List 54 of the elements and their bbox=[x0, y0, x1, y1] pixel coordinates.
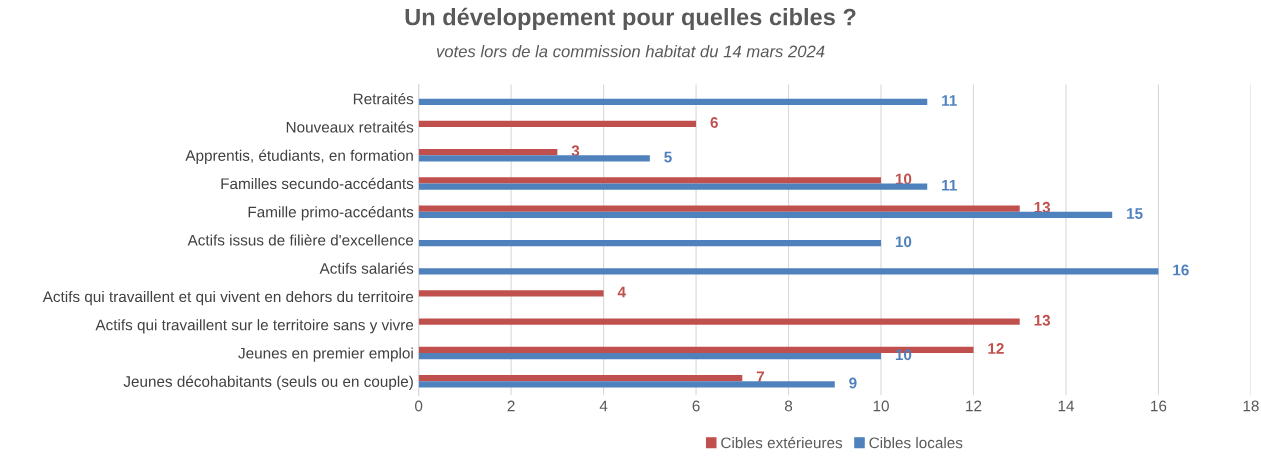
y-tick-label: Actifs qui travaillent sur le territoire sans y vivre bbox=[95, 319, 414, 334]
x-tick-label: 10 bbox=[873, 400, 889, 412]
bar bbox=[418, 239, 882, 247]
x-tick-label: 2 bbox=[507, 400, 515, 412]
y-tick-label: Apprentis, étudiants, en formation bbox=[185, 149, 413, 164]
bar bbox=[418, 98, 928, 105]
data-label: 4 bbox=[617, 286, 626, 298]
x-tick-label: 0 bbox=[415, 400, 423, 412]
x-tick-label: 18 bbox=[1243, 400, 1259, 412]
data-label: 6 bbox=[710, 117, 718, 128]
x-tick-label: 14 bbox=[1058, 400, 1075, 412]
bar bbox=[418, 318, 1020, 325]
x-tick-label: 6 bbox=[692, 400, 700, 412]
x-tick-label: 12 bbox=[966, 400, 982, 412]
bar bbox=[418, 374, 743, 382]
y-tick-label: Retraités bbox=[353, 92, 414, 105]
data-label: 13 bbox=[1034, 314, 1051, 326]
bar bbox=[418, 148, 558, 156]
data-label: 9 bbox=[849, 377, 857, 389]
y-tick-label: Familles secundo-accédants bbox=[221, 177, 414, 190]
bar bbox=[418, 120, 697, 127]
chart-subtitle: votes lors de la commission habitat du 14 mars 2024 bbox=[436, 45, 825, 58]
data-label: 11 bbox=[942, 179, 957, 191]
chart-title: Un développement pour quelles cibles ? bbox=[405, 7, 856, 31]
x-tick-label: 8 bbox=[784, 400, 793, 412]
bar bbox=[418, 205, 1020, 212]
x-tick-label: 16 bbox=[1151, 400, 1167, 412]
y-tick-label: Jeunes décohabitants (seuls ou en couple) bbox=[123, 375, 413, 390]
data-label: 3 bbox=[571, 145, 580, 157]
y-tick-label: Actifs issus de filière d'excellence bbox=[187, 234, 414, 246]
y-tick-label: Jeunes en premier emploi bbox=[238, 347, 413, 362]
data-label: 7 bbox=[756, 371, 765, 383]
bar bbox=[418, 268, 1159, 275]
data-label: 12 bbox=[988, 343, 1004, 354]
bar bbox=[418, 177, 882, 184]
legend-label: Cibles extérieures bbox=[721, 436, 843, 449]
bar bbox=[418, 155, 650, 162]
legend-label: Cibles locales bbox=[869, 437, 963, 449]
y-tick-label: Actifs salariés bbox=[319, 262, 414, 274]
data-label: 16 bbox=[1173, 264, 1189, 276]
x-tick-label: 4 bbox=[599, 400, 608, 412]
bar bbox=[418, 381, 835, 388]
data-label: 10 bbox=[895, 173, 912, 185]
data-label: 15 bbox=[1127, 208, 1143, 219]
y-tick-label: Actifs qui travaillent et qui vivent en dehors du territoire bbox=[42, 290, 414, 306]
y-tick-label: Famille primo-accédants bbox=[248, 206, 414, 221]
y-tick-label: Nouveaux retraités bbox=[286, 121, 414, 133]
data-label: 5 bbox=[664, 151, 672, 163]
bar bbox=[418, 183, 928, 190]
data-label: 11 bbox=[942, 95, 957, 106]
bar bbox=[418, 290, 604, 297]
bar bbox=[418, 352, 882, 360]
data-label: 10 bbox=[895, 236, 912, 248]
bar bbox=[418, 211, 1113, 218]
